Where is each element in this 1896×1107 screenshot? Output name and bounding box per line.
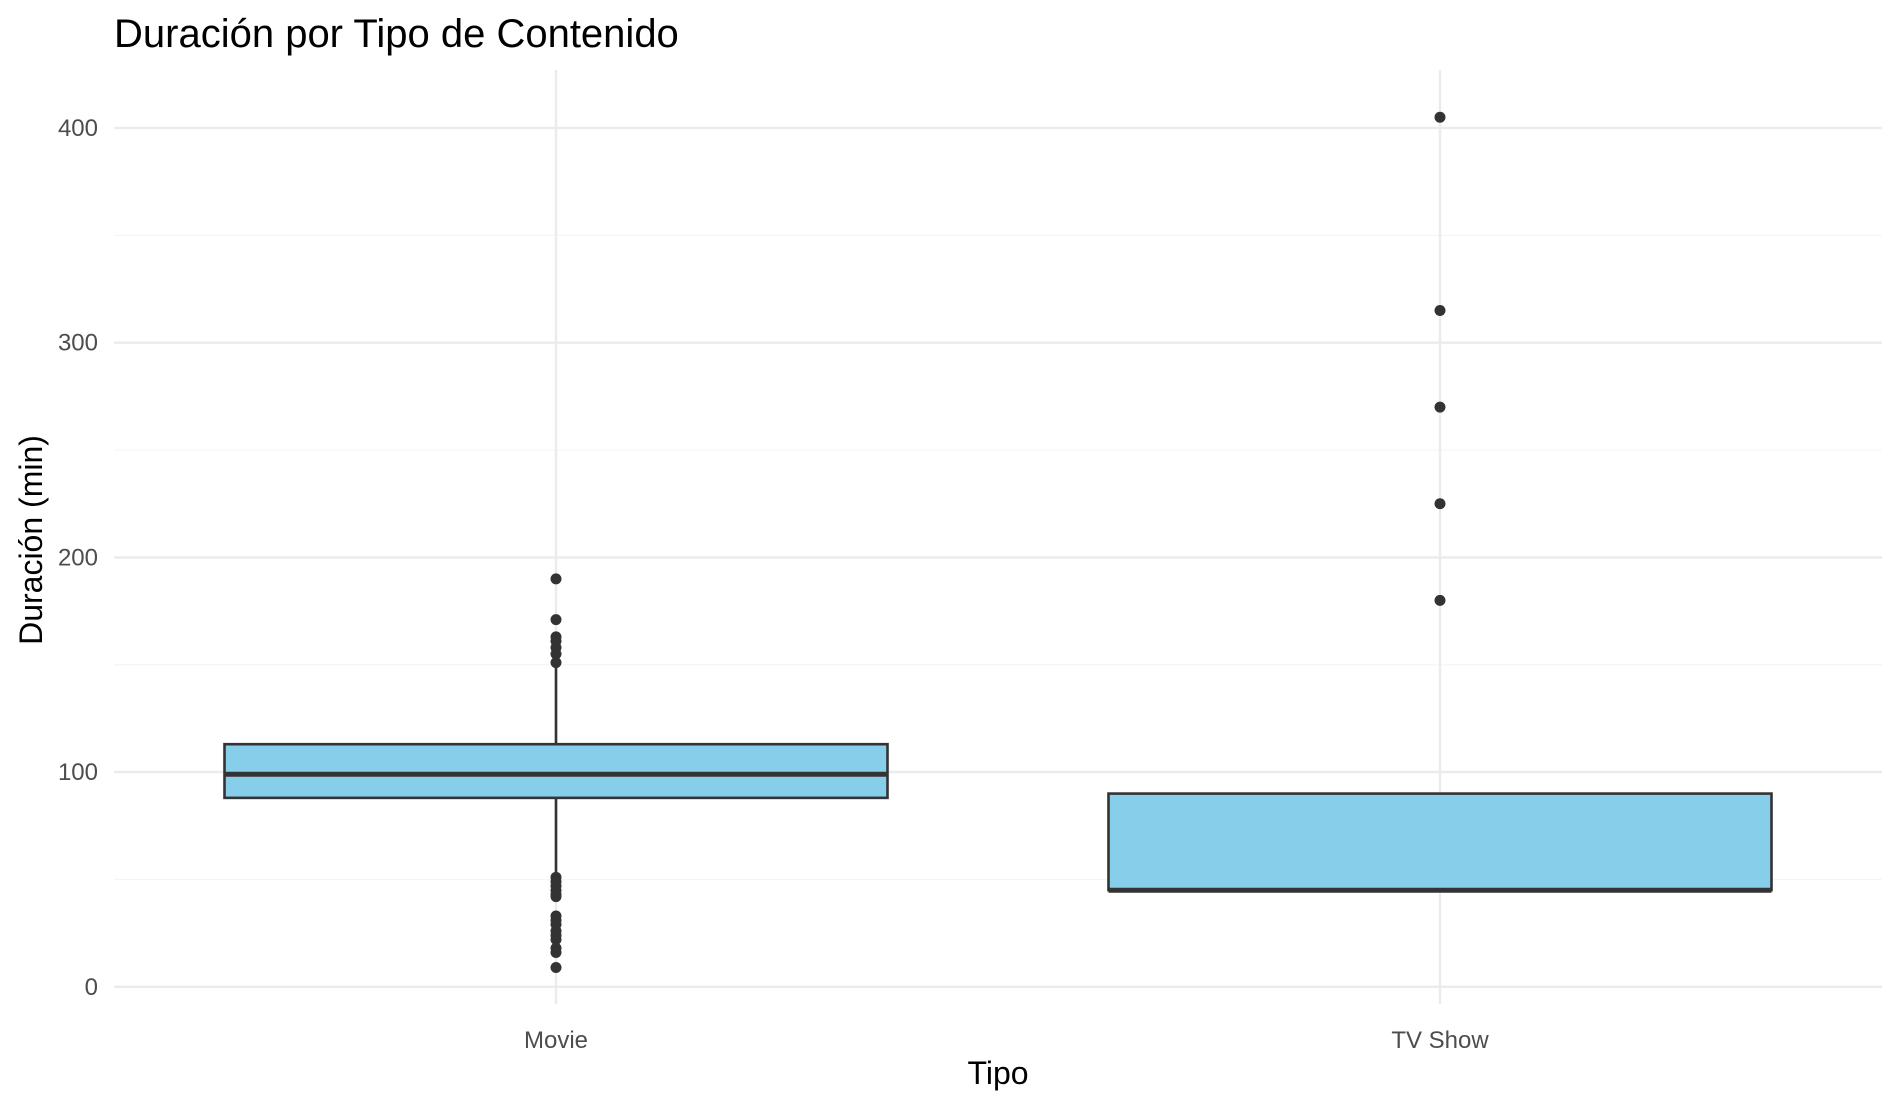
outlier-point <box>1434 111 1446 123</box>
y-tick-label: 200 <box>58 544 98 571</box>
y-axis-title: Duración (min) <box>13 435 49 645</box>
box-iqr <box>1107 792 1773 892</box>
x-tick-label: TV Show <box>1391 1027 1489 1054</box>
box-group <box>1107 111 1773 893</box>
outlier-point <box>1434 304 1446 316</box>
outlier-point <box>550 657 562 669</box>
outlier-point <box>550 961 562 973</box>
box-iqr <box>223 742 889 800</box>
y-tick-label: 300 <box>58 330 98 357</box>
box-group <box>223 573 889 973</box>
box-series <box>223 111 1773 973</box>
outlier-point <box>550 891 562 903</box>
y-tick-label: 0 <box>85 974 98 1001</box>
outlier-point <box>550 934 562 946</box>
chart-title: Duración por Tipo de Contenido <box>114 12 679 56</box>
y-axis-ticks: 0 100 200 300 400 <box>58 115 98 1001</box>
x-axis-title: Tipo <box>967 1055 1028 1091</box>
x-tick-label: Movie <box>524 1027 588 1054</box>
outlier-point <box>1434 594 1446 606</box>
outlier-point <box>550 573 562 585</box>
outlier-point <box>550 946 562 958</box>
x-axis-ticks: Movie TV Show <box>524 1027 1489 1054</box>
outlier-point <box>1434 401 1446 413</box>
outlier-point <box>550 614 562 626</box>
outlier-point <box>1434 498 1446 510</box>
y-tick-label: 100 <box>58 759 98 786</box>
outlier-point <box>550 648 562 660</box>
y-tick-label: 400 <box>58 115 98 142</box>
